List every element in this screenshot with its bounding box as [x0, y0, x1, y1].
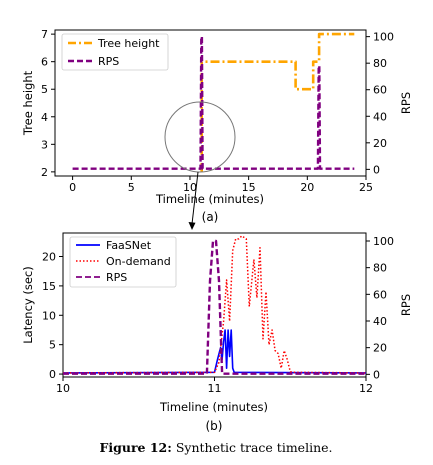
y2label-a: RPS	[399, 92, 413, 114]
caption-text: Synthetic trace timeline.	[172, 440, 333, 455]
a-y2tick-label-80: 80	[373, 57, 387, 70]
b-ytick-label-0: 0	[49, 368, 56, 381]
caption-label: Figure 12:	[100, 440, 172, 455]
legend-label-rps-a: RPS	[98, 55, 119, 68]
a-xtick-label-0: 0	[69, 181, 76, 194]
chart-a: 0 5 10 15 20 25 2 3 4 5 6 7 0 20 40 60 80 100 Timeline (m…	[21, 28, 413, 230]
legend-label-rps-b: RPS	[106, 271, 127, 284]
a-y2tick-label-60: 60	[373, 84, 387, 97]
a-series-rps	[72, 35, 355, 170]
panel-label-b: (b)	[206, 419, 223, 433]
b-xtick-label-12: 12	[359, 382, 373, 395]
xlabel-a: Timeline (minutes)	[155, 192, 264, 206]
a-ytick-label-7: 7	[41, 28, 48, 41]
b-xtick-label-10: 10	[56, 382, 70, 395]
zoom-arrow	[188, 171, 199, 230]
b-ytick-label-15: 15	[42, 280, 56, 293]
a-xtick-label-25: 25	[359, 181, 373, 194]
b-ytick-label-10: 10	[42, 309, 56, 322]
b-y2tick-label-20: 20	[373, 342, 387, 355]
panel-label-a: (a)	[202, 210, 219, 224]
a-y2tick-label-0: 0	[373, 163, 380, 176]
a-ytick-label-4: 4	[41, 111, 48, 124]
a-ytick-label-5: 5	[41, 83, 48, 96]
b-ytick-label-5: 5	[49, 339, 56, 352]
a-xtick-label-10: 10	[183, 181, 197, 194]
xlabel-b: Timeline (minutes)	[159, 400, 268, 414]
a-ytick-label-2: 2	[41, 166, 48, 179]
ylabel-b: Latency (sec)	[21, 266, 35, 343]
b-y2tick-label-80: 80	[373, 262, 387, 275]
a-y2tick-label-100: 100	[373, 31, 394, 44]
b-xtick-label-11: 11	[208, 382, 222, 395]
legend-label-on-demand: On-demand	[106, 255, 171, 268]
a-y2tick-label-40: 40	[373, 110, 387, 123]
b-series-rps	[63, 239, 366, 375]
b-ytick-label-20: 20	[42, 251, 56, 264]
a-ytick-label-6: 6	[41, 56, 48, 69]
series-group-a	[72, 32, 355, 172]
b-series-faasnet	[62, 329, 367, 374]
zoom-circle-annotation	[164, 101, 236, 173]
b-y2tick-label-40: 40	[373, 315, 387, 328]
a-xtick-label-5: 5	[128, 181, 135, 194]
b-series-on-demand	[62, 235, 367, 374]
a-ytick-label-3: 3	[41, 138, 48, 151]
b-y2tick-label-60: 60	[373, 288, 387, 301]
series-group-b	[62, 235, 367, 375]
legend-a: Tree height RPS	[61, 33, 169, 71]
legend-box-b	[69, 236, 177, 288]
a-series-tree-height	[200, 32, 355, 172]
legend-label-tree-height: Tree height	[97, 37, 160, 50]
a-y2tick-label-20: 20	[373, 137, 387, 150]
ylabel-a: Tree height	[21, 70, 35, 136]
b-y2tick-label-100: 100	[373, 235, 394, 248]
a-xtick-label-15: 15	[242, 181, 256, 194]
b-y2tick-label-0: 0	[373, 368, 380, 381]
figure-caption: Figure 12: Synthetic trace timeline.	[100, 440, 333, 455]
ticks-group-a: 0 5 10 15 20 25 2 3 4 5 6 7 0 20 40 60 80 100	[41, 28, 394, 194]
a-xtick-label-20: 20	[300, 181, 314, 194]
legend-label-faasnet: FaaSNet	[106, 239, 152, 252]
plot-area-a	[54, 29, 367, 177]
y2label-b: RPS	[399, 294, 413, 316]
legend-b: FaaSNet On-demand RPS	[69, 236, 177, 288]
